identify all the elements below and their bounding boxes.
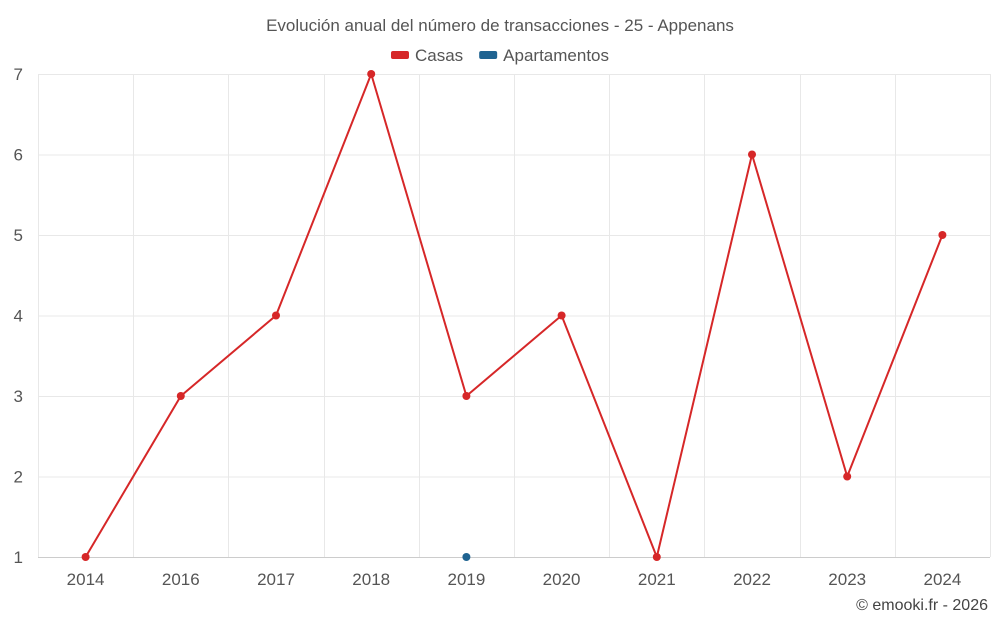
data-point-casas[interactable] — [843, 472, 852, 481]
data-point-casas[interactable] — [462, 392, 471, 400]
y-tick-label: 6 — [14, 146, 23, 165]
series-line-casas — [84, 73, 944, 558]
data-point-casas[interactable] — [176, 392, 185, 400]
x-tick-label: 2014 — [67, 570, 105, 589]
y-tick-label: 3 — [14, 387, 23, 406]
legend-label-apartamentos[interactable]: Apartamentos — [503, 46, 609, 65]
x-tick-label: 2021 — [638, 570, 676, 589]
x-axis-ticks: 2014 2016 2017 2018 2019 2020 2021 2022 2023 2024 — [67, 570, 962, 589]
y-tick-label: 5 — [14, 226, 23, 245]
x-tick-label: 2023 — [828, 570, 866, 589]
credit-text: © emooki.fr - 2026 — [856, 597, 988, 614]
data-point-casas[interactable] — [938, 231, 947, 239]
data-point-casas[interactable] — [272, 311, 280, 320]
x-tick-label: 2016 — [162, 570, 200, 589]
x-tick-label: 2019 — [447, 570, 485, 589]
series — [81, 70, 947, 561]
data-point-casas[interactable] — [748, 150, 756, 159]
data-point-apartamentos[interactable] — [462, 553, 471, 561]
legend-swatch-casas — [390, 51, 409, 59]
y-tick-label: 4 — [14, 307, 23, 326]
legend-swatch-apartamentos — [479, 51, 498, 59]
y-tick-label: 1 — [14, 548, 23, 567]
y-tick-label: 2 — [14, 468, 23, 487]
legend: Casas Apartamentos — [390, 46, 609, 65]
y-tick-label: 7 — [14, 65, 23, 84]
x-tick-label: 2017 — [257, 570, 295, 589]
legend-label-casas[interactable]: Casas — [415, 46, 463, 65]
grid — [38, 74, 991, 558]
x-tick-label: 2024 — [923, 570, 961, 589]
x-tick-label: 2020 — [543, 570, 581, 589]
data-point-casas[interactable] — [557, 311, 566, 320]
data-point-casas[interactable] — [367, 70, 376, 78]
y-axis-ticks: 1 2 3 4 5 6 7 — [14, 65, 23, 567]
x-tick-label: 2018 — [352, 570, 390, 589]
chart-title: Evolución anual del número de transaccio… — [266, 16, 734, 35]
data-point-casas[interactable] — [652, 553, 661, 561]
x-tick-label: 2022 — [733, 570, 771, 589]
data-point-casas[interactable] — [81, 553, 90, 561]
